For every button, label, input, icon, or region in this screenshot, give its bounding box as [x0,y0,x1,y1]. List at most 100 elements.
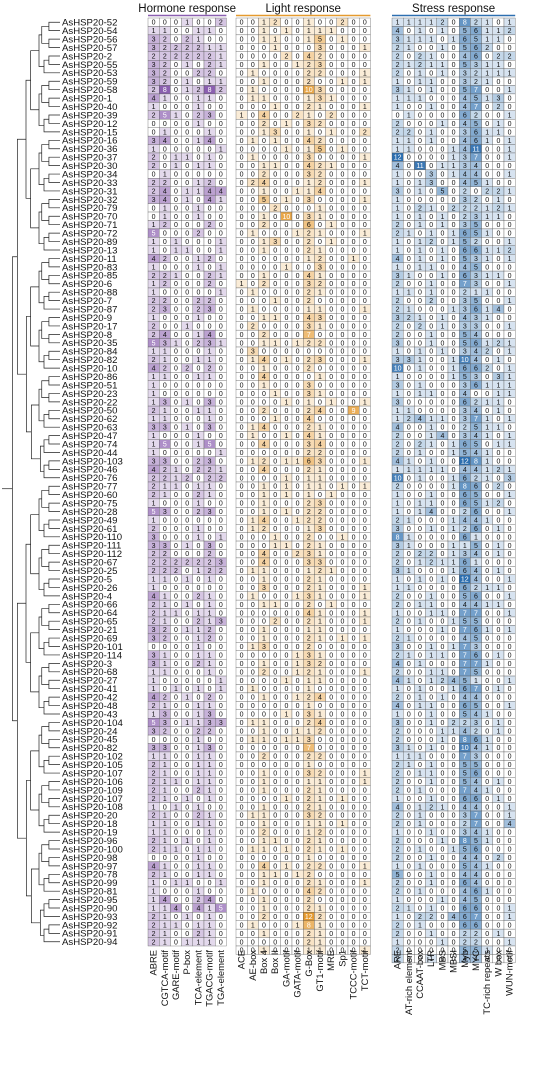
cell-value: 0 [296,450,300,457]
cell-value: 0 [174,121,178,128]
cell-value: 0 [340,644,344,651]
cell-value: 1 [452,146,456,153]
cell-value: 0 [340,627,344,634]
cell-value: 4 [318,188,322,195]
cell-value: 2 [307,796,311,803]
cell-value: 1 [307,188,311,195]
cell-value: 0 [163,686,167,693]
cell-value: 0 [284,349,288,356]
cell-value: 0 [273,754,277,761]
cell-value: 2 [307,517,311,524]
cell-value: 1 [219,264,223,271]
cell-value: 0 [340,53,344,60]
cell-value: 0 [196,349,200,356]
gene-label: AsHSP20-91 [62,929,117,940]
tree-branch [41,667,49,685]
cell-value: 0 [352,104,356,111]
cell-value: 1 [429,37,433,44]
cell-value: 0 [452,79,456,86]
cell-value: 1 [429,79,433,86]
cell-value: 0 [296,374,300,381]
cell-value: 0 [251,467,255,474]
cell-value: 0 [363,517,367,524]
cell-value: 0 [329,121,333,128]
cell-value: 0 [296,838,300,845]
cell-value: 0 [273,787,277,794]
tree-branch [39,909,44,936]
cell-value: 1 [208,129,212,136]
gene-label: AsHSP20-42 [62,693,117,704]
cell-value: 1 [163,914,167,921]
cell-value: 0 [185,28,189,35]
cell-value: 1 [208,796,212,803]
cell-value: 0 [219,298,223,305]
cell-value: 0 [273,695,277,702]
cell-value: 3 [152,627,156,634]
cell-value: 4 [262,425,266,432]
cell-value: 1 [363,636,367,643]
cell-value: 0 [152,214,156,221]
cell-value: 0 [363,96,367,103]
cell-value: 0 [352,382,356,389]
cell-value: 2 [474,70,478,77]
cell-value: 0 [251,391,255,398]
cell-value: 0 [340,804,344,811]
cell-value: 1 [485,37,489,44]
cell-value: 0 [352,534,356,541]
cell-value: 0 [219,374,223,381]
cell-value: 2 [307,846,311,853]
tree-branch [41,726,49,744]
cell-value: 1 [208,872,212,879]
cell-value: 0 [219,813,223,820]
cell-value: 0 [340,762,344,769]
cell-value: 5 [463,28,467,35]
cell-value: 2 [307,501,311,508]
cell-value: 1 [262,931,266,938]
cell-value: 0 [196,222,200,229]
cell-value: 1 [318,214,322,221]
cell-value: 0 [352,214,356,221]
cell-value: 1 [219,678,223,685]
cell-value: 0 [208,889,212,896]
cell-value: 1 [262,501,266,508]
cell-value: 1 [352,256,356,263]
cell-value: 2 [152,568,156,575]
cell-value: 2 [196,661,200,668]
cell-value: 0 [352,366,356,373]
cell-value: 1 [262,897,266,904]
cell-value: 0 [296,880,300,887]
cell-value: 1 [284,357,288,364]
cell-value: 1 [262,20,266,27]
cell-value: 0 [340,197,344,204]
cell-value: 4 [463,96,467,103]
cell-value: 0 [352,315,356,322]
cell-value: 1 [262,636,266,643]
cell-value: 1 [251,922,255,929]
cell-value: 0 [251,264,255,271]
cell-value: 0 [219,96,223,103]
cell-value: 1 [208,349,212,356]
tree-branch [48,21,60,32]
cell-value: 0 [219,627,223,634]
cell-value: 1 [396,104,400,111]
cell-value: 0 [352,121,356,128]
cell-value: 0 [284,172,288,179]
cell-value: 2 [318,568,322,575]
cell-value: 0 [363,501,367,508]
cell-value: 1 [185,796,189,803]
cell-value: 0 [273,678,277,685]
cell-value: 0 [251,779,255,786]
cell-value: 0 [240,408,244,415]
cell-value: 0 [508,222,512,229]
gene-label: AsHSP20-77 [62,482,117,493]
cell-value: 0 [329,155,333,162]
cell-value: 1 [307,37,311,44]
cell-value: 2 [152,779,156,786]
cell-value: 2 [463,214,467,221]
tree-branch [25,79,31,199]
cell-value: 5 [474,222,478,229]
cell-value: 0 [340,214,344,221]
tree-branch [48,561,60,571]
cell-value: 1 [208,610,212,617]
cell-value: 1 [363,593,367,600]
